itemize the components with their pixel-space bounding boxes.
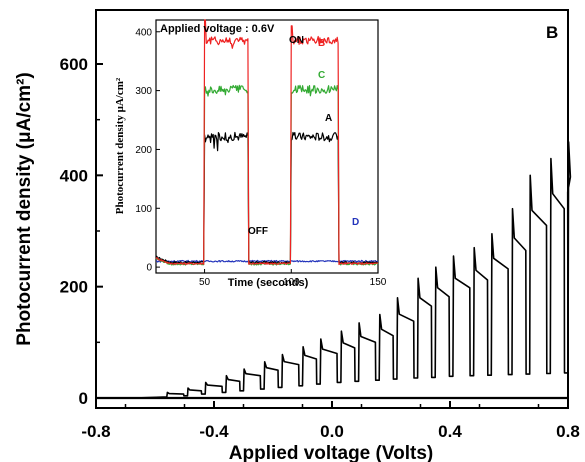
main-x-tick-label: 0.8	[556, 422, 580, 441]
inset-x-axis-label: Time (seconds)	[228, 277, 309, 289]
main-y-tick-label: 0	[79, 389, 88, 408]
inset-axis-ticks: 50 100 150 0 100 200 300 400	[135, 27, 386, 288]
main-y-tick-label: 400	[60, 166, 88, 185]
main-x-axis-label: Applied voltage (Volts)	[229, 443, 433, 462]
inset-y-axis-label: Photocurrent density μA/cm²	[114, 77, 126, 214]
main-x-tick-label: 0.4	[438, 422, 462, 441]
inset-plot-frame	[155, 19, 379, 274]
inset-annotation-off: OFF	[248, 226, 268, 237]
main-x-tick-label: -0.4	[199, 422, 229, 441]
inset-x-tick-label: 150	[370, 277, 387, 288]
inset-title: Applied voltage : 0.6V	[160, 23, 275, 35]
inset-annotation-on: ON	[289, 35, 304, 46]
panel-letter: B	[546, 23, 558, 42]
inset-series-label-c: C	[318, 70, 325, 81]
inset-y-tick-label: 200	[135, 145, 152, 156]
inset-series-label-a: A	[325, 113, 332, 124]
inset-plot-curves	[155, 19, 379, 266]
inset-y-tick-label: 400	[135, 27, 152, 38]
main-y-tick-label: 600	[60, 55, 88, 74]
main-y-axis-label: Photocurrent density (μA/cm²)	[14, 72, 35, 345]
inset-x-tick-label: 100	[283, 277, 300, 288]
photocurrent-trace	[134, 141, 572, 399]
inset-series-label-b: B	[318, 38, 325, 49]
inset-y-tick-label: 0	[146, 263, 152, 274]
main-x-tick-label: -0.8	[81, 422, 110, 441]
inset-y-tick-label: 300	[135, 86, 152, 97]
inset-x-tick-label: 50	[199, 277, 211, 288]
inset-series-b-line	[155, 19, 378, 266]
inset-y-tick-label: 100	[135, 204, 152, 215]
main-y-tick-label: 200	[60, 278, 88, 297]
main-x-tick-label: 0.0	[320, 422, 344, 441]
main-plot-curves	[96, 141, 572, 400]
inset-series-a-line	[155, 131, 379, 264]
inset-series-label-d: D	[352, 217, 359, 228]
